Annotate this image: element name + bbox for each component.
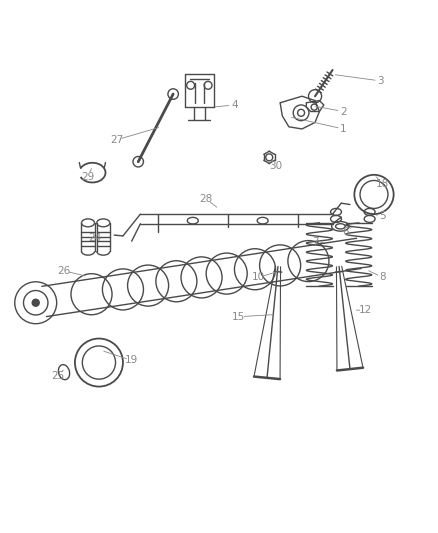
Text: 27: 27 xyxy=(110,135,123,145)
Text: 29: 29 xyxy=(81,172,95,182)
Text: 15: 15 xyxy=(232,312,245,322)
Text: 28: 28 xyxy=(199,194,212,204)
Text: 3: 3 xyxy=(377,76,384,86)
Text: 2: 2 xyxy=(340,107,347,117)
Circle shape xyxy=(32,299,39,306)
Text: 1: 1 xyxy=(340,124,347,134)
Text: 6: 6 xyxy=(343,227,349,237)
Text: 24: 24 xyxy=(88,233,101,243)
Text: 25: 25 xyxy=(51,370,64,381)
Text: 5: 5 xyxy=(379,211,386,221)
Text: 18: 18 xyxy=(376,179,389,189)
Text: 7: 7 xyxy=(312,238,318,247)
Text: 30: 30 xyxy=(269,161,283,171)
Text: 8: 8 xyxy=(379,272,386,282)
Text: 26: 26 xyxy=(57,266,71,276)
Text: 19: 19 xyxy=(125,356,138,365)
Text: 10: 10 xyxy=(252,272,265,282)
Text: 4: 4 xyxy=(231,100,237,110)
Text: 12: 12 xyxy=(359,305,372,315)
